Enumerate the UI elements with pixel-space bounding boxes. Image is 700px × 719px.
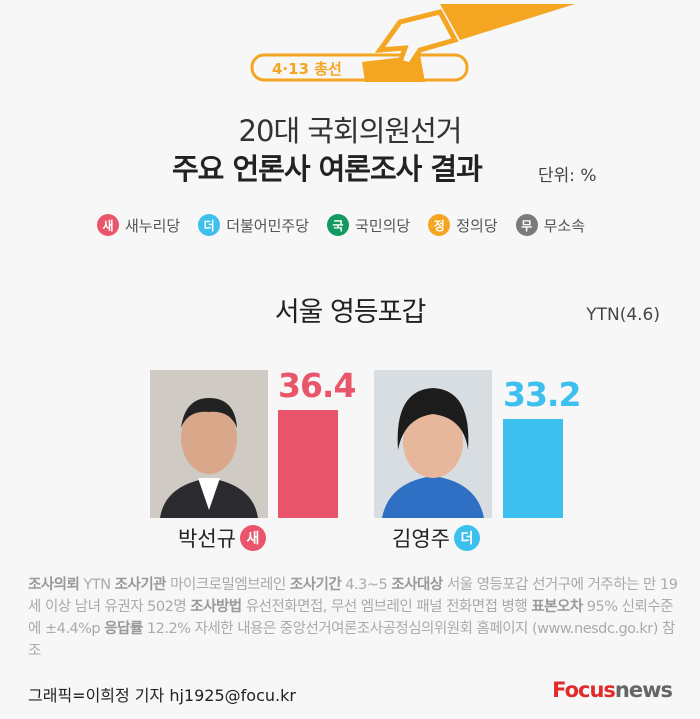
election-tag: 4·13 총선 [272,60,342,78]
legend-label: 정의당 [456,216,498,235]
candidate-name: 박선규 새 [178,523,266,553]
candidate-photo [150,370,268,518]
legend-label: 무소속 [543,216,586,235]
legend-label: 새누리당 [125,216,181,235]
survey-notes: 조사의뢰 YTN 조사기관 마이크로밀엠브레인 조사기간 4.3~5 조사대상 … [28,577,678,659]
legend-item: 정 정의당 [428,214,498,236]
party-badge-icon: 새 [97,214,119,236]
legend-item: 새 새누리당 [97,214,180,236]
page-title: 20대 국회의원선거 [238,114,463,148]
candidate-name-text: 박선규 [178,527,236,551]
legend-item: 국 국민의당 [327,214,410,236]
unit-label: 단위: % [538,166,597,186]
region-title: 서울 영등포갑 [274,297,427,328]
legend-item: 무 무소속 [515,214,586,236]
party-badge-icon: 더 [453,525,480,551]
vote-bar [503,419,563,518]
vote-value: 36.4 [278,365,356,405]
party-badge-icon: 국 [327,214,350,236]
party-badge-icon: 새 [239,525,266,551]
candidate-name-text: 김영주 [392,527,450,551]
poll-source: YTN(4.6) [586,305,660,325]
legend-label: 국민의당 [355,216,411,235]
party-badge-icon: 더 [198,214,221,236]
candidate-name: 김영주 더 [392,523,480,553]
ballot-hand-icon [250,4,575,82]
graphic-credit: 그래픽=이희정 기자 hj1925@focu.kr [28,686,296,705]
legend-item: 더 더불어민주당 [198,214,309,236]
candidate-photo [374,370,492,518]
vote-bar [278,409,338,518]
focusnews-logo: Focusnews [552,678,673,702]
party-legend: 새 새누리당 더 더불어민주당 국 국민의당 정 정의당 무 무소속 [97,214,585,236]
party-badge-icon: 무 [515,214,538,236]
party-badge-icon: 정 [428,214,451,236]
vote-value: 33.2 [503,375,581,415]
legend-label: 더불어민주당 [226,216,310,235]
page-subtitle: 주요 언론사 여론조사 결과 [172,152,483,186]
